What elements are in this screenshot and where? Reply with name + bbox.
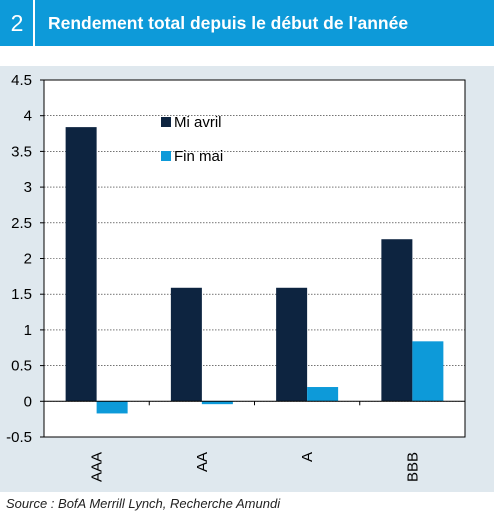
figure-title: Rendement total depuis le début de l'ann… xyxy=(48,13,409,33)
y-tick-label: 0 xyxy=(24,393,32,410)
plot-border xyxy=(43,79,466,438)
legend-label: Mi avril xyxy=(174,114,222,131)
bar-mi-avril-aa xyxy=(170,287,202,402)
bar-mi-avril-a xyxy=(276,287,308,402)
y-tick-label: 1 xyxy=(24,322,32,339)
bar-mi-avril-aaa xyxy=(65,127,97,402)
bar-fin-mai-aa xyxy=(201,401,233,405)
x-category-label: AA xyxy=(194,452,211,472)
bar-fin-mai-bbb xyxy=(412,341,444,402)
legend-swatch xyxy=(161,117,171,127)
x-category-label: BBB xyxy=(404,452,421,482)
header-divider xyxy=(33,0,35,46)
figure-number: 2 xyxy=(10,10,24,36)
y-tick-label: 3.5 xyxy=(11,143,32,160)
y-tick-label: -0.5 xyxy=(6,429,32,446)
y-tick-label: 2 xyxy=(24,251,32,268)
y-tick-label: 1.5 xyxy=(11,286,32,303)
figure-header: 2 Rendement total depuis le début de l'a… xyxy=(0,0,494,46)
y-tick-label: 4 xyxy=(24,108,32,125)
legend-label: Fin mai xyxy=(174,148,223,165)
y-tick-label: 3 xyxy=(24,179,32,196)
y-tick-label: 2.5 xyxy=(11,215,32,232)
bar-mi-avril-bbb xyxy=(381,239,413,402)
y-tick-label: 4.5 xyxy=(11,72,32,89)
source-note: Source : BofA Merrill Lynch, Recherche A… xyxy=(6,496,281,511)
x-category-label: AAA xyxy=(89,452,106,482)
bar-fin-mai-aaa xyxy=(96,401,128,414)
bar-fin-mai-a xyxy=(307,387,339,402)
legend-swatch xyxy=(161,151,171,161)
x-category-label: A xyxy=(299,452,316,462)
y-tick-label: 0.5 xyxy=(11,358,32,375)
